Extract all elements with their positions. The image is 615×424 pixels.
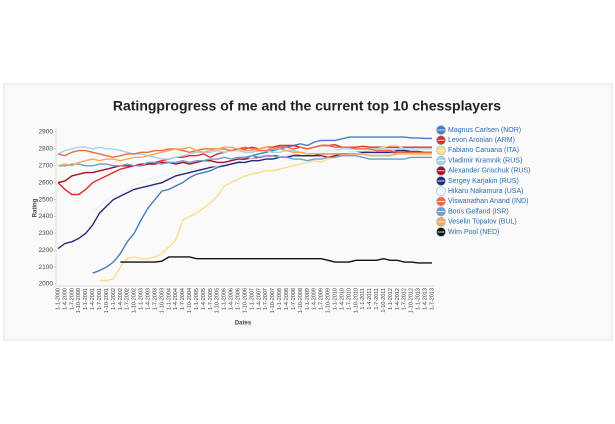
x-tick-label: 1-10-2000 [76,288,82,313]
x-tick-label: 1-10-2009 [326,288,332,313]
y-tick-label: 2800 [39,146,54,153]
x-tick-label: 1-1-2011 [360,288,366,310]
x-tick-label: 1-1-2000 [55,288,61,310]
series-line [57,143,432,196]
x-tick-label: 1-1-2013 [416,288,422,310]
x-tick-label: 1-4-2003 [145,288,151,310]
x-tick-label: 1-1-2003 [139,288,145,310]
x-tick-label: 1-1-2009 [305,288,311,310]
y-tick-label: 2500 [39,196,54,203]
x-tick-label: 1-10-2011 [381,288,387,313]
x-tick-label: 1-4-2002 [118,288,124,310]
x-tick-label: 1-10-2002 [132,288,138,313]
x-tick-label: 1-1-2008 [277,288,283,310]
legend-label: Vladimir Kramnik (RUS) [448,157,522,164]
x-tick-label: 1-7-2008 [291,288,297,310]
x-tick-label: 1-7-2004 [180,288,186,310]
series-line [57,149,432,250]
x-tick-label: 1-4-2010 [339,288,345,310]
x-tick-label: 1-4-2012 [395,288,401,310]
x-tick-label: 1-7-2002 [125,288,131,310]
x-tick-label: 1-1-2012 [388,288,394,310]
y-tick-label: 2100 [39,264,54,271]
x-tick-label: 1-1-2001 [83,288,89,310]
x-tick-label: 1-10-2012 [409,288,415,313]
x-tick-label: 1-10-2010 [353,288,359,313]
x-tick-label: 1-1-2007 [249,288,255,310]
series-line [58,154,432,167]
x-tick-label: 1-10-2001 [104,288,110,313]
x-tick-label: 1-7-2010 [346,288,352,310]
legend-label: Veselin Topalov (BUL) [448,219,517,226]
x-tick-label: 1-1-2002 [111,288,117,310]
x-tick-label: 1-4-2006 [229,288,235,310]
x-tick-label: 1-7-2009 [319,288,325,310]
y-tick-label: 2700 [39,162,54,169]
x-axis-label: Dates [235,321,252,327]
legend-label: Alexander Grischuk (RUS) [448,168,530,175]
x-tick-label: 1-4-2000 [62,288,68,310]
legend-label: Levon Aronian (ARM) [448,137,515,144]
x-tick-label: 1-7-2011 [374,288,380,310]
y-tick-label: 2300 [39,230,54,237]
x-tick-label: 1-4-2004 [173,288,179,310]
x-tick-label: 1-1-2005 [194,288,200,310]
x-tick-label: 1-10-2003 [159,288,165,313]
x-tick-label: 1-10-2004 [187,288,193,313]
x-tick-label: 1-7-2007 [263,288,269,310]
series-line [57,146,432,167]
x-tick-label: 1-7-2000 [69,288,75,310]
x-tick-label: 1-7-2003 [152,288,158,310]
x-tick-label: 1-10-2005 [215,288,221,313]
x-tick-label: 1-4-2013 [423,288,429,310]
x-tick-label: 1-4-2008 [284,288,290,310]
y-axis-label: Rating [33,198,39,217]
x-tick-label: 1-10-2006 [242,288,248,313]
x-tick-label: 1-7-2005 [208,288,214,310]
series-line [92,149,432,212]
legend-label: Hikaru Nakamura (USA) [448,188,523,195]
y-tick-label: 2000 [39,281,54,288]
x-tick-label: 1-10-2008 [298,288,304,313]
y-tick-label: 2600 [39,179,54,186]
x-tick-label: 1-1-2010 [332,288,338,310]
x-tick-label: 1-4-2005 [201,288,207,310]
legend-label: Viswanathan Anand (IND) [448,198,528,205]
chart-title: Ratingprogress of me and the current top… [113,98,501,114]
x-tick-label: 1-4-2011 [367,288,373,310]
x-tick-label: 1-7-2001 [97,288,103,310]
legend-label: Magnus Carlsen (NOR) [448,127,521,134]
legend-label: Fabiano Caruana (ITA) [448,147,519,154]
legend-label: Wim Pool (NED) [448,229,499,236]
x-tick-label: 1-4-2009 [312,288,318,310]
x-tick-label: 1-10-2007 [270,288,276,313]
legend-label: Sergey Karjakin (RUS) [448,178,519,185]
series-line [120,256,432,264]
series-line [57,144,432,159]
x-tick-label: 1-1-2006 [222,288,228,310]
series-line [92,136,432,274]
x-tick-label: 1-1-2004 [166,288,172,310]
x-tick-label: 1-7-2006 [236,288,242,310]
y-tick-label: 2900 [39,129,54,136]
legend-label: Boris Gelfand (ISR) [448,208,509,215]
x-tick-label: 1-4-2007 [256,288,262,310]
panel [3,83,613,341]
x-tick-label: 1-4-2001 [90,288,96,310]
y-tick-label: 2400 [39,213,54,220]
y-tick-label: 2200 [39,247,54,254]
x-tick-label: 1-7-2013 [429,288,435,310]
x-tick-label: 1-7-2012 [402,288,408,310]
